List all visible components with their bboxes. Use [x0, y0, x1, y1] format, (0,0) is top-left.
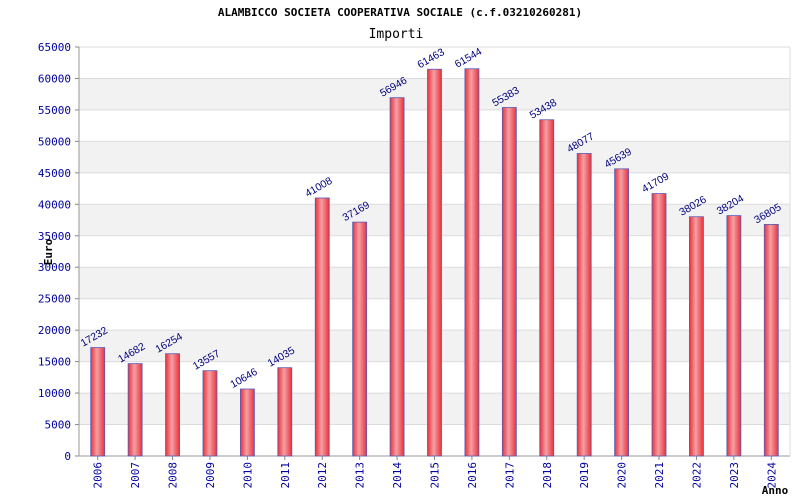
data-label-2015: 61463 — [415, 46, 446, 71]
x-tick-label-2014: 2014 — [391, 462, 404, 489]
y-tick-label: 50000 — [38, 135, 71, 148]
bar-2007 — [127, 363, 143, 457]
x-tick-label-2008: 2008 — [167, 462, 180, 489]
bar-2016 — [464, 68, 480, 457]
x-tick-label-2012: 2012 — [316, 462, 329, 489]
bars — [90, 68, 779, 457]
x-tick-label-2011: 2011 — [279, 462, 292, 489]
y-tick-label: 30000 — [38, 261, 71, 274]
y-tick-label: 20000 — [38, 324, 71, 337]
data-label-2021: 41709 — [640, 170, 671, 195]
bar-2013 — [352, 221, 368, 457]
y-tick-label: 0 — [64, 450, 71, 463]
x-tick-label-2022: 2022 — [690, 462, 703, 489]
bar-2009 — [202, 370, 218, 457]
y-axis-label: Euro — [42, 238, 55, 265]
bar-2018 — [539, 119, 555, 457]
bar-2024 — [763, 224, 779, 457]
bar-2011 — [277, 367, 293, 457]
tick-labels: 0 5000 10000 15000 20000 25000 30000 35000 40000… — [38, 41, 778, 489]
bar-2008 — [165, 353, 180, 457]
x-tick-label-2020: 2020 — [616, 462, 629, 489]
x-tick-label-2009: 2009 — [204, 462, 217, 489]
bar-2012 — [314, 197, 330, 457]
bar-2022 — [689, 216, 704, 457]
y-tick-label: 35000 — [38, 230, 71, 243]
x-tick-label-2019: 2019 — [578, 462, 591, 489]
bar-2014 — [389, 97, 405, 457]
chart-subtitle: Importi — [369, 27, 424, 42]
x-tick-label-2010: 2010 — [241, 462, 254, 489]
x-tick-label-2024: 2024 — [765, 462, 778, 489]
y-tick-label: 55000 — [38, 104, 71, 117]
bar-2017 — [501, 107, 517, 457]
x-tick-label-2007: 2007 — [129, 462, 142, 489]
y-tick-label: 15000 — [38, 356, 71, 369]
y-tick-label: 40000 — [38, 198, 71, 211]
bar-2015 — [427, 68, 442, 457]
x-tick-label-2023: 2023 — [728, 462, 741, 489]
bar-2006 — [90, 347, 106, 457]
x-tick-label-2018: 2018 — [541, 462, 554, 489]
bar-2019 — [576, 153, 592, 457]
x-tick-label-2021: 2021 — [653, 462, 666, 489]
x-tick-label-2013: 2013 — [354, 462, 367, 489]
data-label-2010: 10646 — [228, 366, 259, 391]
data-label-2012: 41008 — [303, 175, 334, 200]
y-tick-label: 10000 — [38, 387, 71, 400]
bar-2023 — [726, 215, 742, 457]
y-tick-label: 60000 — [38, 72, 71, 85]
data-label-2016: 61544 — [453, 46, 484, 71]
bar-2010 — [239, 388, 255, 457]
bar-2020 — [614, 168, 630, 457]
x-tick-label-2006: 2006 — [92, 462, 105, 489]
y-tick-label: 25000 — [38, 293, 71, 306]
bar-2021 — [651, 193, 667, 457]
y-tick-label: 5000 — [45, 419, 72, 432]
x-tick-label-2015: 2015 — [429, 462, 442, 489]
y-tick-label: 45000 — [38, 167, 71, 180]
chart-title: ALAMBICCO SOCIETA COOPERATIVA SOCIALE (c… — [218, 6, 582, 19]
x-tick-label-2017: 2017 — [503, 462, 516, 489]
y-tick-label: 65000 — [38, 41, 71, 54]
x-tick-label-2016: 2016 — [466, 462, 479, 489]
x-axis-label: Anno — [762, 484, 789, 497]
